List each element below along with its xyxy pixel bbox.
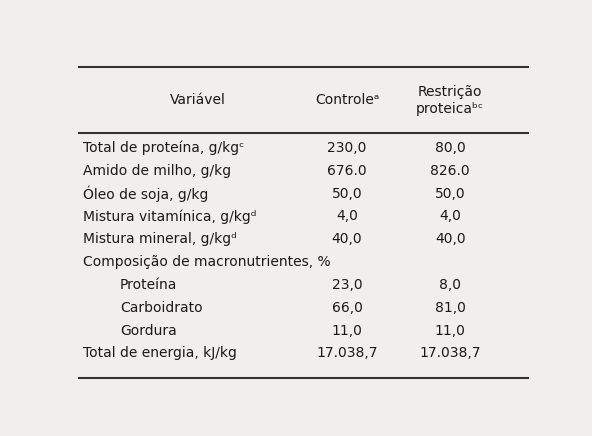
Text: Composição de macronutrientes, %: Composição de macronutrientes, %: [83, 255, 331, 269]
Text: 4,0: 4,0: [336, 209, 358, 224]
Text: 50,0: 50,0: [332, 187, 362, 201]
Text: Controleᵃ: Controleᵃ: [315, 93, 379, 107]
Text: Amido de milho, g/kg: Amido de milho, g/kg: [83, 164, 231, 178]
Text: 4,0: 4,0: [439, 209, 461, 224]
Text: Mistura vitamínica, g/kgᵈ: Mistura vitamínica, g/kgᵈ: [83, 209, 257, 224]
Text: 676.0: 676.0: [327, 164, 367, 178]
Text: 826.0: 826.0: [430, 164, 470, 178]
Text: 81,0: 81,0: [435, 301, 466, 315]
Text: Restrição
proteicaᵇᶜ: Restrição proteicaᵇᶜ: [416, 85, 484, 116]
Text: Proteína: Proteína: [120, 278, 177, 292]
Text: 40,0: 40,0: [332, 232, 362, 246]
Text: 80,0: 80,0: [435, 141, 465, 155]
Text: 23,0: 23,0: [332, 278, 362, 292]
Text: Total de energia, kJ/kg: Total de energia, kJ/kg: [83, 347, 237, 361]
Text: 17.038,7: 17.038,7: [420, 347, 481, 361]
Text: 40,0: 40,0: [435, 232, 465, 246]
Text: Variável: Variável: [170, 93, 226, 107]
Text: Gordura: Gordura: [120, 324, 176, 337]
Text: 17.038,7: 17.038,7: [316, 347, 378, 361]
Text: 66,0: 66,0: [332, 301, 362, 315]
Text: 230,0: 230,0: [327, 141, 366, 155]
Text: 11,0: 11,0: [435, 324, 466, 337]
Text: Carboidrato: Carboidrato: [120, 301, 202, 315]
Text: Óleo de soja, g/kg: Óleo de soja, g/kg: [83, 185, 208, 202]
Text: 50,0: 50,0: [435, 187, 465, 201]
Text: Mistura mineral, g/kgᵈ: Mistura mineral, g/kgᵈ: [83, 232, 237, 246]
Text: 8,0: 8,0: [439, 278, 461, 292]
Text: 11,0: 11,0: [332, 324, 362, 337]
Text: Total de proteína, g/kgᶜ: Total de proteína, g/kgᶜ: [83, 141, 244, 155]
